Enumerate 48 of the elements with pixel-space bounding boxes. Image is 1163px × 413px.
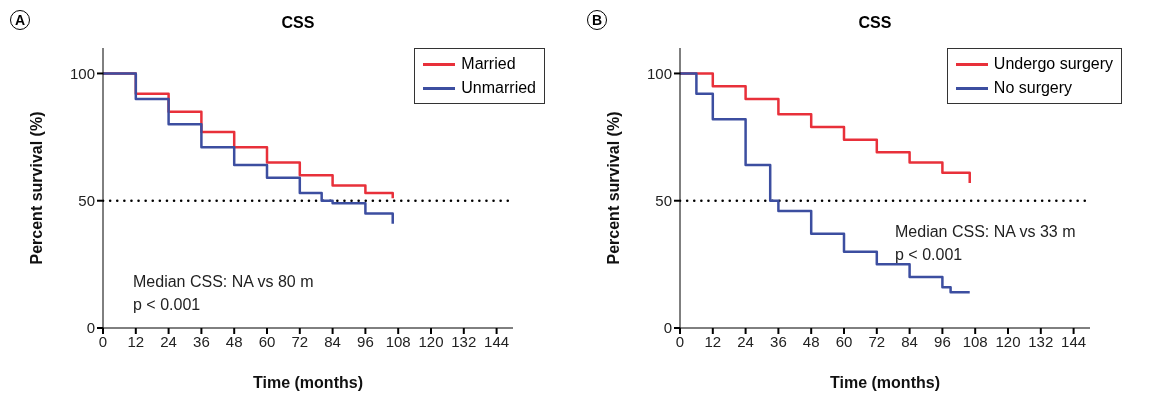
y-tick-label: 100 (646, 64, 672, 82)
x-tick-label: 132 (451, 332, 477, 350)
x-tick-label: 144 (484, 332, 510, 350)
x-tick-label: 36 (770, 332, 787, 350)
x-tick-label: 144 (1061, 332, 1087, 350)
text: A (10, 10, 30, 30)
x-tick-label: 132 (1028, 332, 1054, 350)
legend-label: Married (461, 54, 516, 74)
x-tick-label: 84 (324, 332, 341, 350)
legend-label: No surgery (993, 78, 1073, 98)
x-tick-label: 12 (704, 332, 722, 350)
x-tick-label: 84 (901, 332, 918, 350)
y-tick-label: 0 (86, 319, 95, 337)
x-tick-label: 60 (258, 332, 276, 350)
annotation: p < 0.001 (895, 245, 964, 265)
x-tick-label: 24 (737, 332, 754, 350)
x-tick-label: 0 (675, 332, 685, 350)
x-tick-label: 0 (98, 332, 108, 350)
y-tick-label: 50 (78, 192, 95, 210)
x-tick-label: 48 (802, 332, 820, 350)
y-axis-title: Percent survival (%) (27, 111, 45, 265)
y-tick-label: 50 (655, 192, 672, 210)
y-tick-label: 0 (663, 319, 672, 337)
y-tick-label: 100 (69, 64, 95, 82)
x-axis-title: Time (months) (830, 374, 940, 391)
x-tick-label: 120 (418, 332, 444, 350)
x-tick-label: 36 (193, 332, 210, 350)
x-tick-label: 120 (995, 332, 1021, 350)
chart-title: CSS (857, 14, 893, 32)
x-tick-label: 108 (385, 332, 411, 350)
legend-label: Undergo surgery (993, 54, 1113, 74)
x-tick-label: 12 (127, 332, 145, 350)
x-tick-label: 72 (868, 332, 886, 350)
x-tick-label: 96 (934, 332, 951, 350)
y-axis-title: Percent survival (%) (604, 111, 622, 265)
annotation: Median CSS: NA vs 80 m (133, 272, 314, 292)
x-axis-title: Time (months) (253, 374, 363, 391)
x-tick-label: 72 (291, 332, 309, 350)
annotation: p < 0.001 (133, 295, 202, 315)
x-tick-label: 48 (225, 332, 243, 350)
legend-label: Unmarried (461, 78, 536, 98)
chart-title: CSS (280, 14, 316, 32)
x-tick-label: 96 (357, 332, 374, 350)
text: B (587, 10, 607, 30)
x-tick-label: 108 (962, 332, 988, 350)
annotation: Median CSS: NA vs 33 m (895, 222, 1076, 242)
x-tick-label: 24 (160, 332, 177, 350)
x-tick-label: 60 (835, 332, 853, 350)
